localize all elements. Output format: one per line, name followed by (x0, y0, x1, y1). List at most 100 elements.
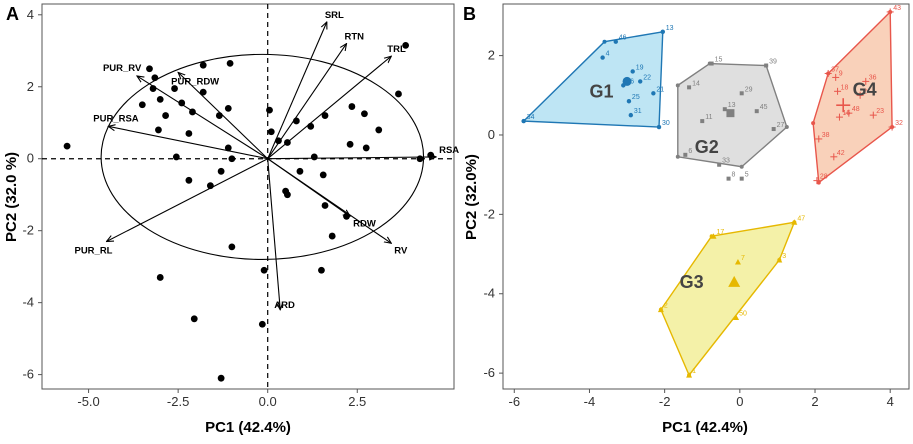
panel-b-frame (502, 3, 910, 390)
x-tick-label: 2 (811, 394, 818, 409)
loading-label: RSA (439, 145, 459, 156)
point-label: 11 (705, 114, 712, 121)
y-tick-label: -4 (483, 286, 495, 301)
y-tick-label: 4 (27, 7, 34, 22)
y-tick-label: 0 (27, 151, 34, 166)
data-point (228, 155, 236, 163)
data-point (151, 74, 159, 82)
y-tick-label: -2 (22, 223, 34, 238)
point-label: 19 (636, 64, 644, 71)
point-label: 37 (831, 66, 839, 73)
cluster-g2: 15 39 14 29 45 13 27 11 6 338 5 G2 (675, 57, 789, 181)
cluster-point (791, 219, 798, 225)
data-point (362, 144, 370, 152)
data-point (228, 243, 236, 251)
point-label: 42 (837, 150, 845, 157)
y-tick-label: 0 (488, 127, 495, 142)
point-label: 27 (777, 122, 785, 129)
cluster-hull (660, 221, 796, 377)
loading-arrow (108, 126, 268, 160)
hull-vertex (811, 121, 816, 126)
data-point (258, 320, 266, 328)
hull-vertex (784, 125, 789, 130)
x-tick-label: -4 (584, 394, 596, 409)
point-label: 28 (820, 174, 828, 181)
data-point (361, 110, 368, 118)
point-label: 32 (895, 120, 903, 127)
data-point (215, 112, 223, 119)
loading-arrow (178, 72, 269, 160)
cluster-label: G4 (853, 79, 877, 99)
data-point (190, 315, 198, 323)
point-label: 48 (852, 106, 860, 113)
point-label: 17 (717, 229, 725, 236)
cluster-point (717, 162, 722, 167)
cluster-point (686, 372, 693, 378)
panel-a-letter: A (6, 4, 19, 24)
data-point (321, 202, 329, 209)
point-label: 7 (741, 255, 745, 262)
cluster-g4: 433793618216482338324228G4 (811, 5, 903, 185)
point-label: 2 (664, 303, 668, 310)
point-label: 38 (822, 132, 830, 139)
cluster-point (657, 306, 664, 313)
cluster-point (626, 99, 632, 104)
cluster-label: G3 (680, 272, 704, 292)
cluster-point (776, 257, 783, 263)
point-label: 14 (692, 80, 700, 87)
panel-b-xlabel: PC1 (42.4%) (662, 419, 748, 436)
point-label: 21 (656, 86, 664, 93)
data-point (162, 112, 170, 119)
data-point (224, 104, 232, 112)
panel-b: B -6-4-202420-2-4-6344461319222621253130… (463, 3, 910, 436)
loading-label: PUR_RSA (93, 113, 139, 124)
hull-vertex (739, 164, 744, 169)
data-point (156, 95, 164, 103)
data-point (185, 176, 193, 184)
data-point (224, 144, 232, 152)
data-point (199, 61, 207, 69)
point-label: 45 (760, 104, 768, 111)
cluster-centroid (728, 275, 741, 287)
data-point (375, 126, 383, 134)
loading-arrow (137, 76, 268, 160)
x-tick-label: -5.0 (77, 394, 99, 409)
loading-label: TRL (387, 44, 406, 55)
panel-b-letter: B (463, 4, 476, 24)
data-point (402, 41, 410, 49)
loading-arrow (267, 157, 436, 159)
cluster-hull (812, 10, 893, 184)
point-label: 1 (692, 368, 696, 375)
y-tick-label: 2 (27, 79, 34, 94)
data-point (171, 85, 178, 92)
loading-arrow (267, 158, 392, 244)
cluster-g1: 344461319222621253130G1 (521, 25, 674, 130)
cluster-hull (522, 30, 664, 128)
data-point (146, 65, 153, 73)
cluster-point (739, 176, 744, 181)
y-tick-label: -6 (483, 365, 495, 380)
cluster-point (739, 91, 744, 96)
point-label: 47 (797, 215, 805, 222)
hull-vertex (602, 39, 607, 44)
point-label: 2 (863, 88, 867, 95)
cluster-centroid (726, 109, 735, 118)
loading-arrow (267, 22, 327, 159)
hull-vertex (816, 180, 821, 185)
cluster-point (726, 176, 731, 181)
loading-label: RTN (345, 32, 365, 43)
data-point (321, 112, 329, 119)
point-label: 4 (606, 51, 610, 58)
cluster-point (771, 127, 776, 132)
point-label: 43 (893, 5, 901, 12)
point-label: 8 (732, 172, 736, 179)
loading-label: RDW (353, 218, 376, 229)
y-tick-label: -2 (483, 206, 495, 221)
data-point (185, 130, 193, 137)
loading-label: ARD (274, 300, 295, 311)
data-point (155, 126, 162, 134)
point-label: 33 (722, 158, 730, 165)
